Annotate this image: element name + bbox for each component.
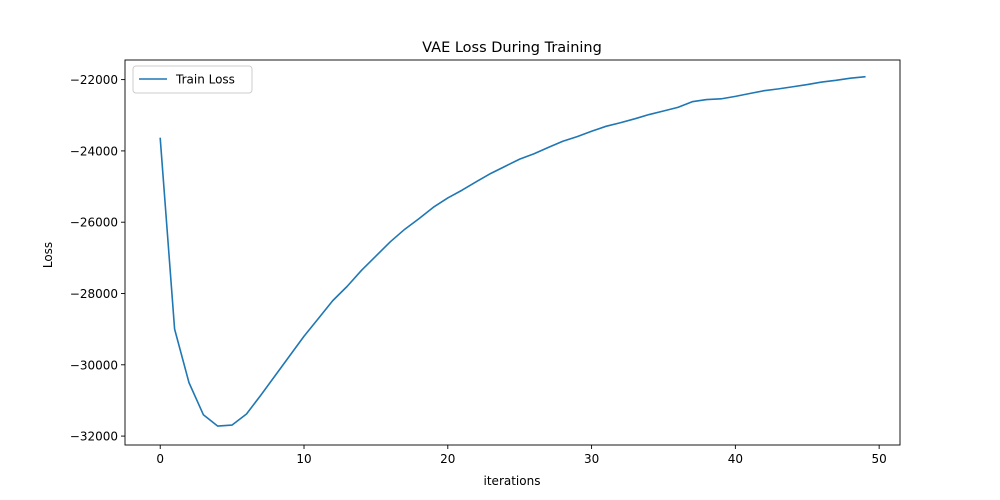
y-tick-label: −26000 xyxy=(70,216,118,230)
y-tick-label: −30000 xyxy=(70,358,118,372)
legend-box xyxy=(132,65,253,94)
y-axis-label: Loss xyxy=(41,242,55,268)
x-tick-label: 30 xyxy=(584,452,599,466)
x-tick-label: 0 xyxy=(156,452,164,466)
plot-frame xyxy=(124,59,901,446)
series-line-train-loss xyxy=(159,75,866,427)
x-tick-label: 20 xyxy=(440,452,455,466)
x-tick-label: 50 xyxy=(872,452,887,466)
y-tick-label: −22000 xyxy=(70,73,118,87)
y-tick-label: −24000 xyxy=(70,144,118,158)
x-axis-ticks: 0 10 20 30 40 50 xyxy=(156,445,887,466)
plot-area xyxy=(125,60,900,445)
legend-label-train-loss: Train Loss xyxy=(175,73,235,87)
series-layer xyxy=(159,75,866,427)
x-tick-label: 10 xyxy=(296,452,311,466)
x-tick-label: 40 xyxy=(728,452,743,466)
y-tick-label: −32000 xyxy=(70,430,118,444)
chart-title: VAE Loss During Training xyxy=(422,40,602,56)
y-axis-ticks: −32000 −30000 −28000 −26000 −24000 −22000 xyxy=(70,73,125,444)
x-axis-label: iterations xyxy=(484,474,541,488)
y-tick-label: −28000 xyxy=(70,287,118,301)
legend: Train Loss xyxy=(132,65,253,94)
